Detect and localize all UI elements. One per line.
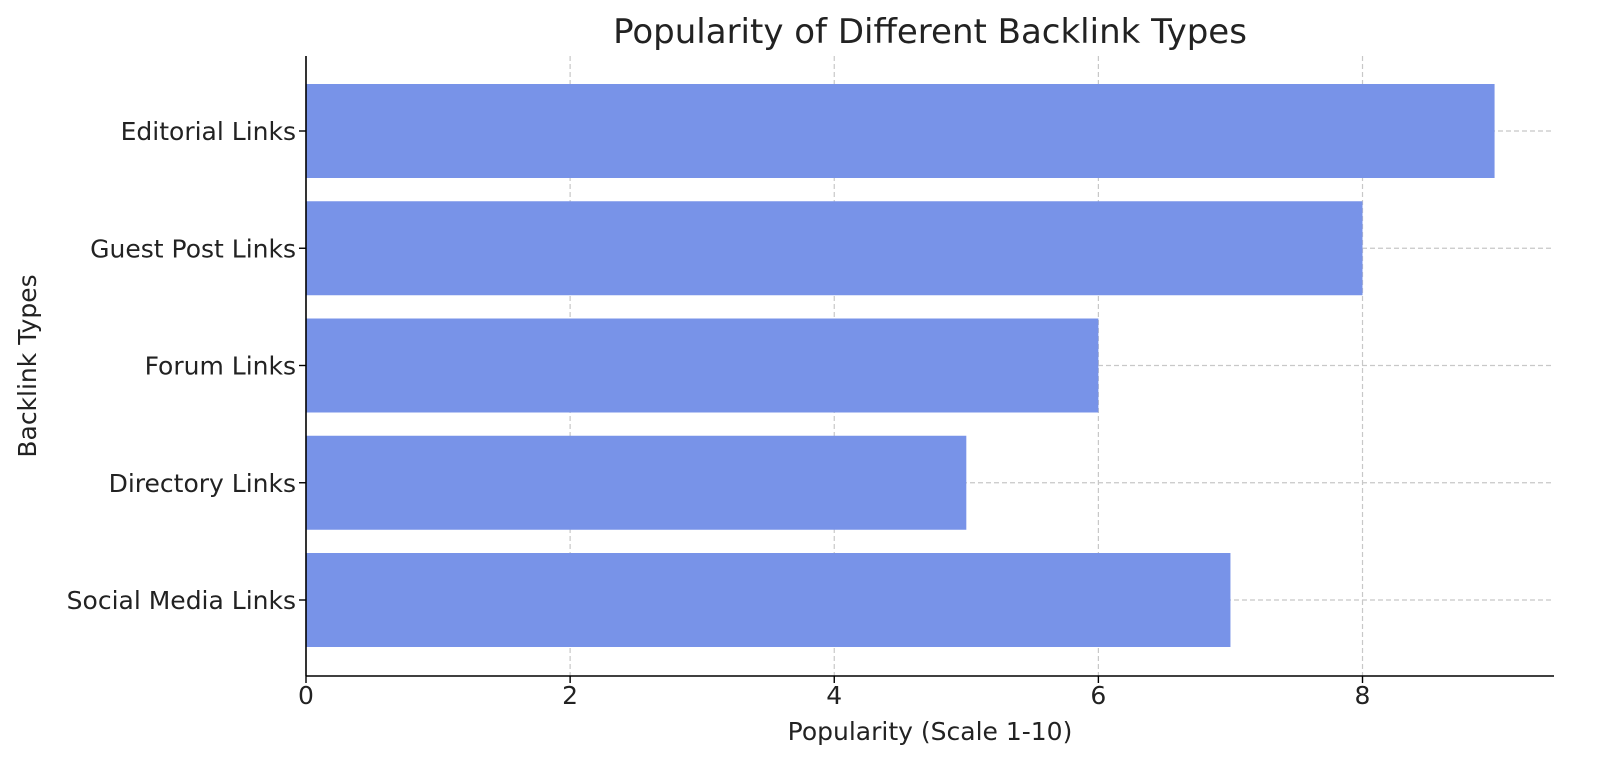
- x-tick-label: 8: [1355, 681, 1371, 710]
- y-tick-label: Directory Links: [109, 469, 296, 498]
- y-tick-label: Editorial Links: [121, 117, 296, 146]
- y-tick-label: Forum Links: [145, 352, 296, 381]
- y-axis-label: Backlink Types: [13, 274, 42, 457]
- ticks: Editorial Links Guest Post Links Forum Lin…: [67, 117, 1371, 710]
- y-tick-label: Social Media Links: [67, 586, 296, 615]
- bar: [306, 201, 1363, 296]
- x-tick-label: 0: [298, 681, 314, 710]
- x-axis-label: Popularity (Scale 1-10): [788, 717, 1073, 746]
- bar: [306, 553, 1231, 647]
- x-tick-label: 4: [826, 681, 842, 710]
- bar: [306, 435, 967, 530]
- y-tick-label: Guest Post Links: [90, 234, 296, 263]
- bar: [306, 318, 1099, 413]
- x-tick-label: 6: [1090, 681, 1106, 710]
- x-tick-label: 2: [562, 681, 578, 710]
- bar: [306, 84, 1495, 178]
- bars: [306, 84, 1495, 647]
- chart-title: Popularity of Different Backlink Types: [613, 12, 1247, 52]
